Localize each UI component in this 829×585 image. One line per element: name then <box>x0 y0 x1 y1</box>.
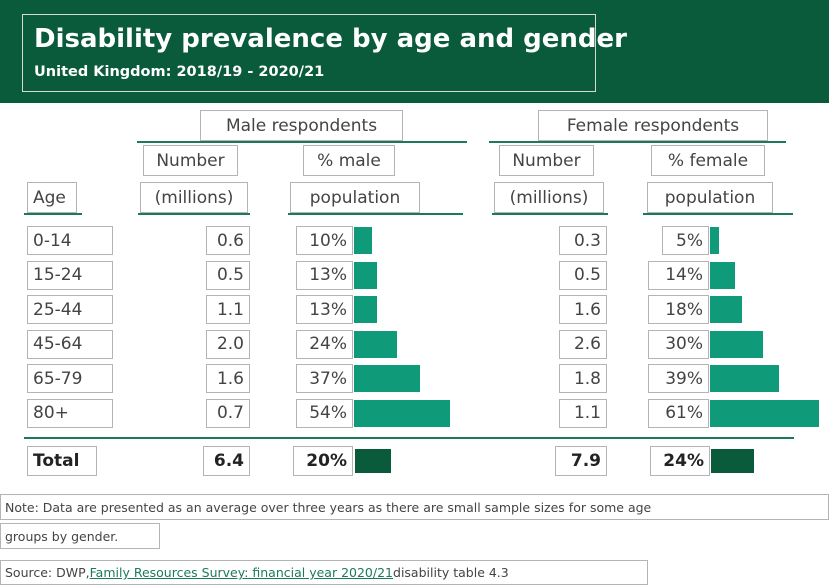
male-number-cell: 2.0 <box>206 329 250 359</box>
total-male-number: 6.4 <box>203 446 250 476</box>
female-pct-bar <box>710 261 735 289</box>
age-cell: 15-24 <box>27 260 113 290</box>
female-header-rule <box>489 141 786 143</box>
title-frame <box>22 14 596 92</box>
male-number-header: Number <box>143 145 238 176</box>
male-pct-cell: 13% <box>296 260 353 290</box>
footnote-line-2: groups by gender. <box>0 523 160 549</box>
male-pct-cell: 37% <box>296 364 353 393</box>
female-number-cell: 1.8 <box>559 364 607 393</box>
female-number-cell: 1.1 <box>559 398 607 428</box>
male-pct-header: % male <box>303 145 395 176</box>
female-pct-bar <box>710 365 780 392</box>
female-pct-bar <box>710 296 743 323</box>
female-pct-bar <box>710 399 819 427</box>
total-female-pct: 24% <box>650 446 710 476</box>
female-number-cell: 0.3 <box>559 226 607 255</box>
male-pct-bar <box>354 296 378 323</box>
male-number-cell: 1.6 <box>206 364 250 393</box>
female-number-cell: 1.6 <box>559 295 607 324</box>
male-number-units: (millions) <box>140 182 248 213</box>
male-pct-rule <box>288 213 463 215</box>
age-cell: 25-44 <box>27 295 113 324</box>
male-pct-bar <box>354 365 420 392</box>
male-pct-cell: 24% <box>296 329 353 359</box>
total-male-pct: 20% <box>293 446 353 476</box>
male-pct-cell: 54% <box>296 398 353 428</box>
total-label: Total <box>27 446 97 476</box>
male-number-cell: 1.1 <box>206 295 250 324</box>
age-cell: 65-79 <box>27 364 113 393</box>
female-number-header: Number <box>499 145 594 176</box>
female-pct-rule <box>643 213 793 215</box>
male-number-cell: 0.6 <box>206 226 250 255</box>
title-banner <box>0 0 829 103</box>
male-pct-cell: 10% <box>296 226 353 255</box>
male-pct-bar <box>354 227 372 254</box>
male-number-rule <box>138 213 250 215</box>
female-number-cell: 2.6 <box>559 329 607 359</box>
male-group-header: Male respondents <box>200 110 403 141</box>
total-female-number: 7.9 <box>555 446 607 476</box>
female-number-units: (millions) <box>494 182 604 213</box>
female-pct-header: % female <box>651 145 765 176</box>
female-pct-cell: 14% <box>648 260 709 290</box>
male-pct-bar <box>354 399 451 427</box>
male-header-rule <box>137 141 467 143</box>
age-header: Age <box>27 182 77 213</box>
female-pct-bar <box>710 330 764 358</box>
chart-subtitle: United Kingdom: 2018/19 - 2020/21 <box>34 64 325 80</box>
female-pct-cell: 39% <box>648 364 709 393</box>
male-pct-bar <box>354 330 397 358</box>
female-pct-units: population <box>647 182 773 213</box>
female-number-cell: 0.5 <box>559 260 607 290</box>
age-cell: 80+ <box>27 398 113 428</box>
female-pct-cell: 61% <box>648 398 709 428</box>
chart-title: Disability prevalence by age and gender <box>34 24 627 54</box>
female-number-rule <box>492 213 608 215</box>
female-pct-cell: 18% <box>648 295 709 324</box>
male-number-cell: 0.7 <box>206 398 250 428</box>
male-number-cell: 0.5 <box>206 260 250 290</box>
total-rule <box>24 437 794 439</box>
footnote-line-1: Note: Data are presented as an average o… <box>0 494 829 520</box>
female-group-header: Female respondents <box>538 110 768 141</box>
female-pct-bar <box>710 227 719 254</box>
male-pct-bar <box>354 261 378 289</box>
female-pct-cell: 5% <box>662 226 709 255</box>
male-pct-units: population <box>290 182 420 213</box>
source-note: Source: DWP, Family Resources Survey: fi… <box>0 560 648 585</box>
total-male-bar <box>355 449 391 473</box>
source-suffix: disability table 4.3 <box>393 565 509 580</box>
source-link[interactable]: Family Resources Survey: financial year … <box>89 565 394 580</box>
total-female-bar <box>711 449 754 473</box>
age-cell: 45-64 <box>27 329 113 359</box>
male-pct-cell: 13% <box>296 295 353 324</box>
female-pct-cell: 30% <box>648 329 709 359</box>
age-header-rule <box>24 213 82 215</box>
age-cell: 0-14 <box>27 226 113 255</box>
source-prefix: Source: DWP, <box>5 565 90 580</box>
